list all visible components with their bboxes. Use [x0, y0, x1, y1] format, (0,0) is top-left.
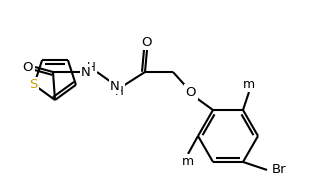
- Text: m: m: [243, 77, 255, 91]
- Text: H: H: [115, 84, 124, 97]
- Text: Br: Br: [272, 163, 286, 176]
- Text: O: O: [186, 85, 196, 99]
- Text: O: O: [23, 61, 33, 74]
- Text: O: O: [142, 35, 152, 48]
- Text: N: N: [81, 65, 91, 79]
- Text: H: H: [87, 61, 95, 74]
- Text: N: N: [110, 80, 120, 93]
- Text: m: m: [182, 155, 194, 169]
- Text: S: S: [29, 78, 37, 91]
